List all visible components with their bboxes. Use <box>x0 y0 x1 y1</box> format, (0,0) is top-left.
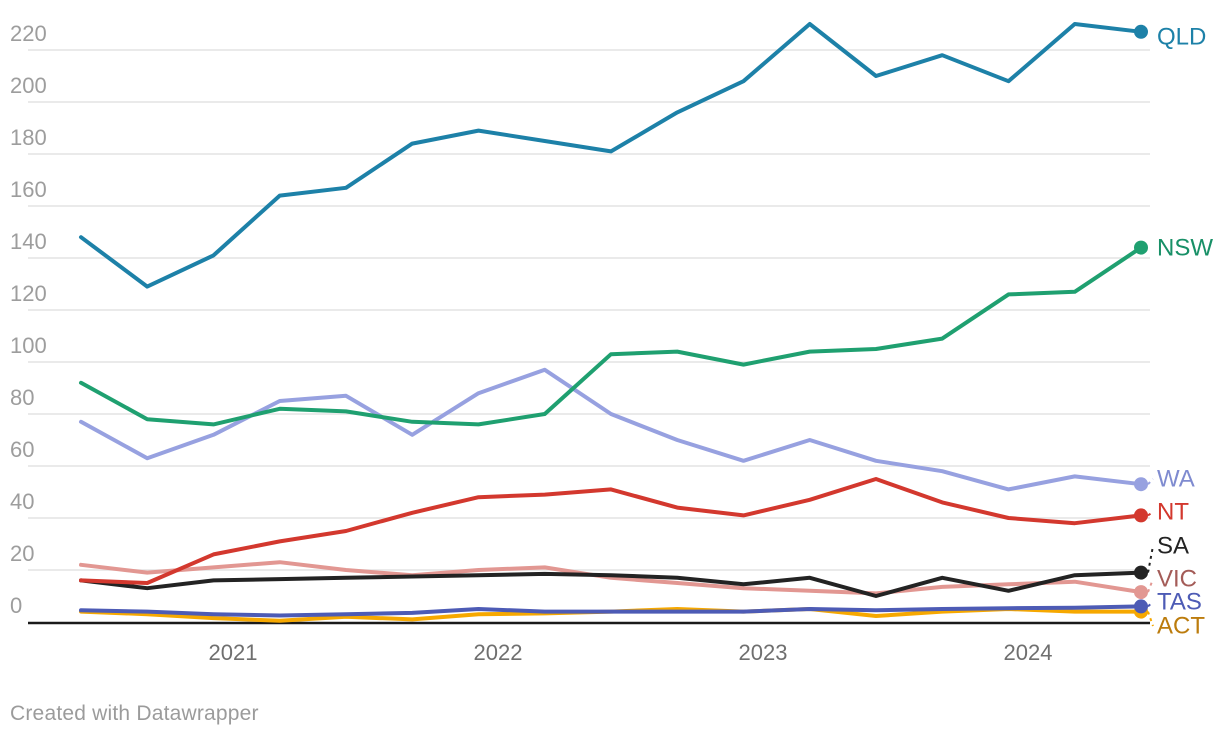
y-axis-tick-140: 140 <box>10 229 47 254</box>
label-leader-vic <box>1147 578 1154 593</box>
series-line-nsw <box>79 245 1143 427</box>
y-axis-tick-200: 200 <box>10 73 47 98</box>
y-axis-tick-40: 40 <box>10 489 34 514</box>
y-axis-tick-100: 100 <box>10 333 47 358</box>
y-axis-tick-20: 20 <box>10 541 34 566</box>
datawrapper-credit-link[interactable]: Created with Datawrapper <box>10 702 259 725</box>
label-leader-nt <box>1147 511 1154 517</box>
series-label-nt: NT <box>1157 499 1189 526</box>
label-leader-act <box>1147 611 1154 627</box>
series-endpoint-nsw <box>1134 240 1148 255</box>
series-line-sa <box>79 570 1143 598</box>
y-axis-tick-220: 220 <box>10 21 47 46</box>
y-axis-tick-160: 160 <box>10 177 47 202</box>
label-leader-tas <box>1147 601 1154 608</box>
series-endpoint-tas <box>1134 599 1148 614</box>
series-line-tas <box>79 604 1143 618</box>
series-line-nt <box>79 477 1143 585</box>
x-axis-tick-2021: 2021 <box>209 640 258 665</box>
series-label-tas: TAS <box>1157 589 1202 616</box>
series-line-qld <box>79 22 1143 289</box>
x-axis-tick-2023: 2023 <box>739 640 788 665</box>
y-axis-tick-60: 60 <box>10 437 34 462</box>
series-endpoint-sa <box>1134 565 1148 580</box>
series-label-qld: QLD <box>1157 24 1206 51</box>
x-axis-tick-2024: 2024 <box>1004 640 1053 665</box>
series-label-vic: VIC <box>1157 566 1197 593</box>
x-axis-tick-2022: 2022 <box>474 640 523 665</box>
series-label-nsw: NSW <box>1157 235 1213 262</box>
series-line-vic <box>79 560 1143 596</box>
series-endpoint-qld <box>1134 24 1148 39</box>
series-label-act: ACT <box>1157 613 1205 640</box>
y-axis-tick-80: 80 <box>10 385 34 410</box>
series-label-sa: SA <box>1157 533 1189 560</box>
series-endpoint-wa <box>1134 477 1148 492</box>
series-line-wa <box>79 367 1143 492</box>
y-axis-tick-180: 180 <box>10 125 47 150</box>
y-axis-tick-0: 0 <box>10 593 22 618</box>
chart-canvas: 0 20 40 60 80 100 120 140 160 180 200 220 2021 2022 20… <box>10 21 1213 665</box>
y-axis-tick-120: 120 <box>10 281 47 306</box>
label-leader-sa <box>1147 545 1154 573</box>
series-endpoint-vic <box>1134 585 1148 600</box>
series-endpoint-nt <box>1134 508 1148 523</box>
series-label-wa: WA <box>1157 466 1195 493</box>
label-leader-wa <box>1147 478 1154 485</box>
